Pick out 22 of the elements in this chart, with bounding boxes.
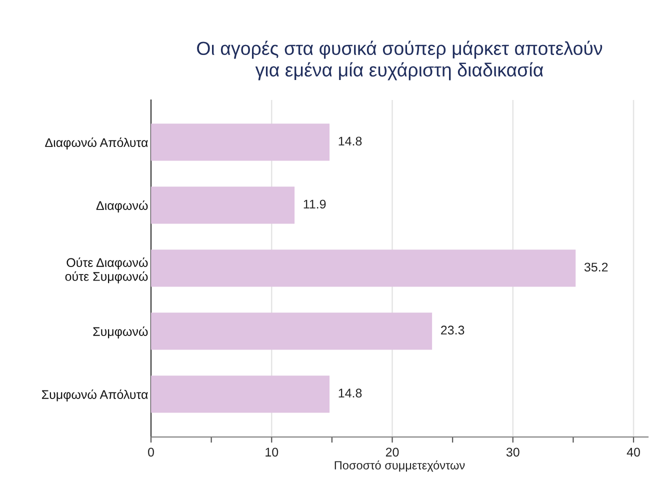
bar xyxy=(151,124,330,161)
y-tick-label: Διαφωνώ Απόλυτα xyxy=(45,137,148,150)
data-label: 14.8 xyxy=(338,136,362,146)
bar xyxy=(151,312,432,350)
y-tick-label: Συμφωνώ Απόλυτα xyxy=(42,389,148,402)
data-label: 14.8 xyxy=(338,388,362,398)
bar xyxy=(151,186,295,224)
bar xyxy=(151,376,330,413)
x-tick-label: 20 xyxy=(386,448,399,457)
bar xyxy=(151,250,576,287)
chart-title: Οι αγορές στα φυσικά σούπερ μάρκετ αποτελούν για εμένα μία ευχάριστη διαδικασία xyxy=(197,40,602,80)
data-label: 23.3 xyxy=(441,326,464,335)
data-label: 35.2 xyxy=(584,262,608,272)
y-tick-label: Ούτε Διαφωνώ ούτε Συμφωνώ xyxy=(65,257,148,284)
y-tick-label: Συμφωνώ xyxy=(93,326,148,338)
data-label: 11.9 xyxy=(304,200,326,209)
x-tick-label: 40 xyxy=(626,448,640,457)
x-tick-label: 10 xyxy=(266,448,278,457)
x-tick-label: 0 xyxy=(148,448,154,457)
x-tick-label: 30 xyxy=(506,448,520,457)
y-tick-label: Διαφωνώ xyxy=(96,200,148,212)
x-axis-title: Ποσοστό συμμετεχόντων xyxy=(334,460,465,472)
